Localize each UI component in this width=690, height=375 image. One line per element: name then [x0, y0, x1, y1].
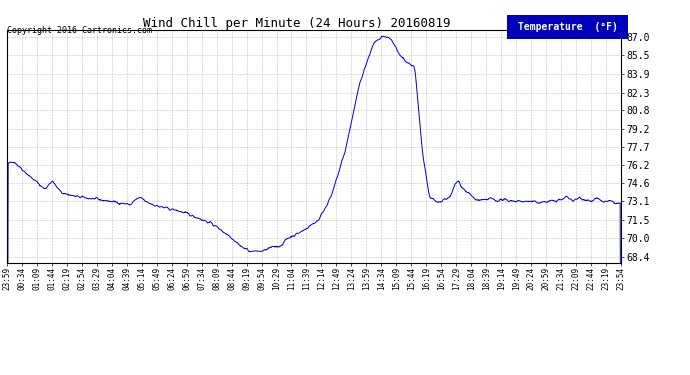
Text: Temperature  (°F): Temperature (°F) [518, 22, 618, 32]
Text: Wind Chill per Minute (24 Hours) 20160819: Wind Chill per Minute (24 Hours) 2016081… [143, 17, 451, 30]
Text: Copyright 2016 Cartronics.com: Copyright 2016 Cartronics.com [7, 26, 152, 35]
